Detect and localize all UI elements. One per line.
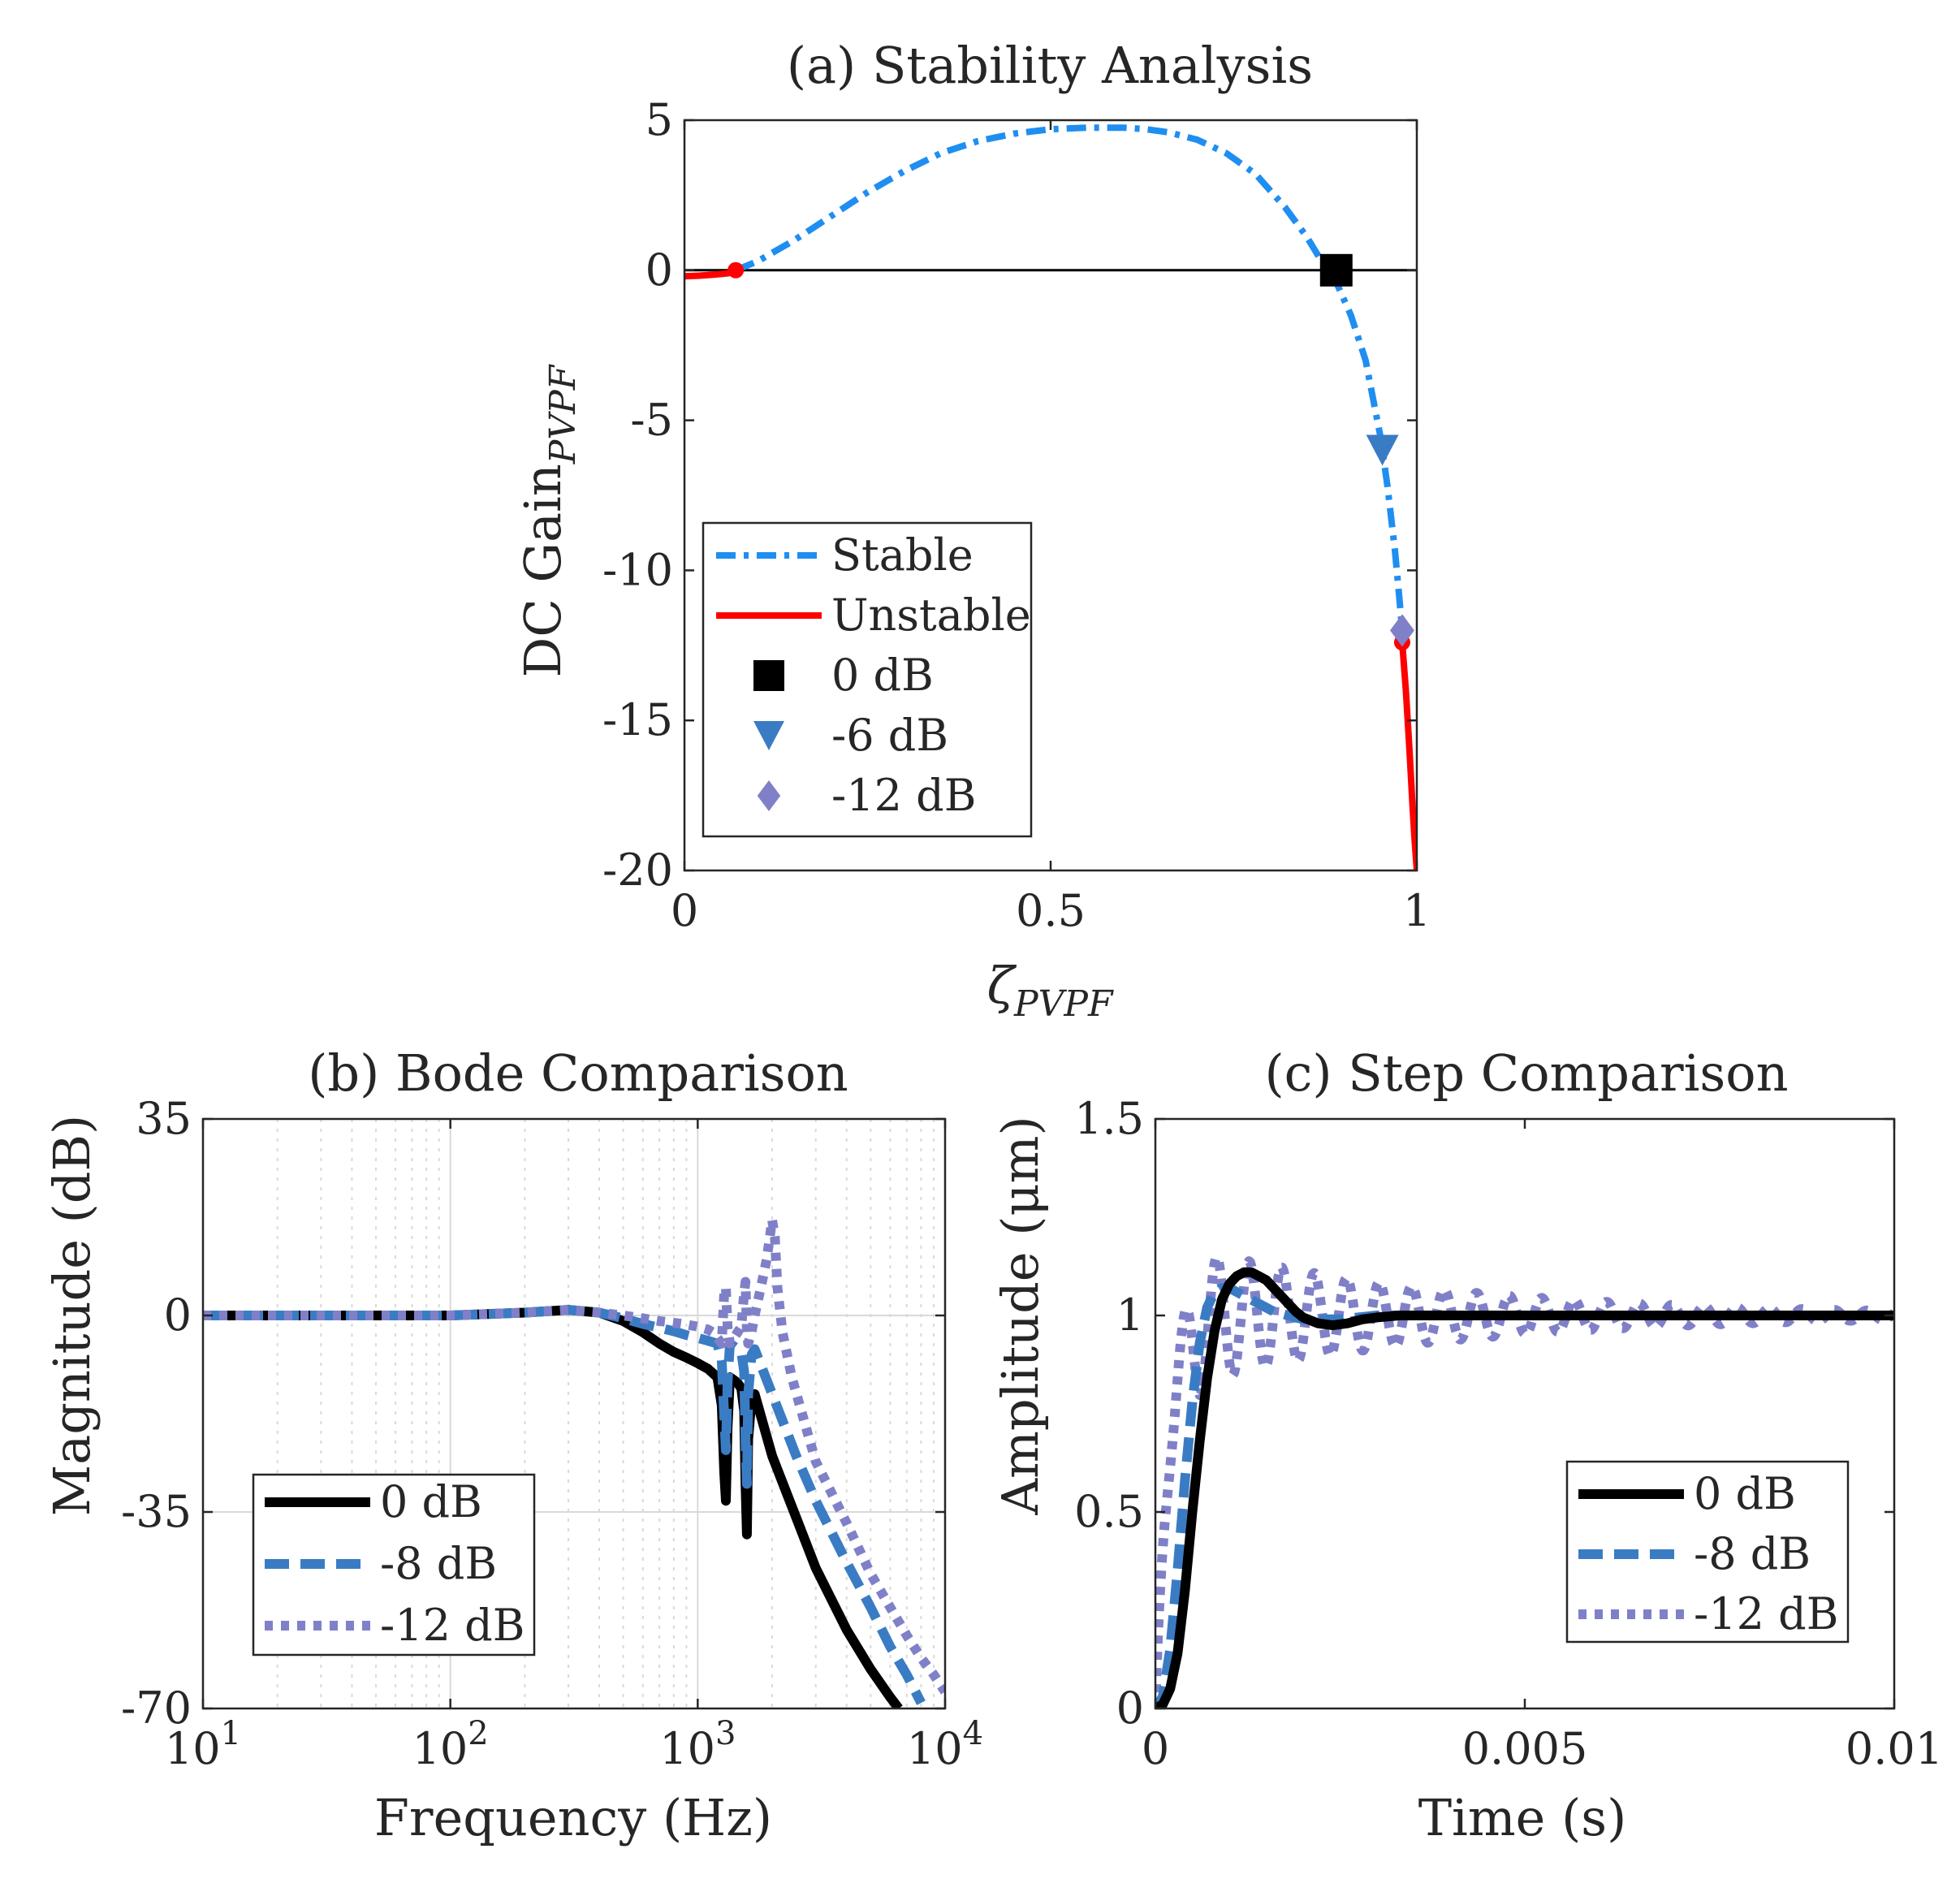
panel-a-ytick-label: -5 xyxy=(630,395,673,446)
panel-a-xtick-label: 0.5 xyxy=(1016,885,1086,936)
panel-c-legend: 0 dB -8 dB -12 dB xyxy=(1565,1460,1850,1644)
panel-a-stability-analysis: (a) Stability Analysis 50-5-10-15-20 0 0.… xyxy=(513,36,1431,1025)
panel-a-title: (a) Stability Analysis xyxy=(787,36,1313,95)
panel-a-ytick-label: -10 xyxy=(602,544,673,595)
panel-b-y-tick-labels: 35 0 -35 -70 xyxy=(121,1093,945,1734)
panel-c-ytick-label: 1 xyxy=(1116,1289,1144,1341)
panel-a-legend-marker-3 xyxy=(753,720,784,751)
panel-a-ytick-label: -20 xyxy=(602,844,673,896)
panel-c-series-0-db-0 xyxy=(1155,1267,1894,1708)
panel-b-title: (b) Bode Comparison xyxy=(308,1043,848,1103)
panel-c-x-tick-labels: 0 0.005 0.01 xyxy=(1142,1119,1943,1774)
panel-a-ytick-label: 0 xyxy=(645,244,673,296)
panel-a-marker-0-dB xyxy=(1319,253,1353,287)
panel-b-ytick-label: -70 xyxy=(121,1682,192,1734)
panel-a-series-unstable-2 xyxy=(1399,641,1417,870)
panel-a-y-axis-label: DC GainPVPF xyxy=(513,364,584,677)
panel-a-legend-label-2: 0 dB xyxy=(831,650,934,701)
panel-a-x-tick-labels: 0 0.5 1 xyxy=(671,120,1431,936)
panel-a-legend-marker-2 xyxy=(753,660,784,691)
panel-b-xtick-label: 103 xyxy=(659,1715,736,1774)
panel-c-xtick-label: 0.01 xyxy=(1846,1723,1943,1774)
panel-a-legend: Stable Unstable 0 dB -6 dB -12 dB xyxy=(702,521,1033,838)
panel-b-xtick-label: 101 xyxy=(165,1715,241,1774)
panel-b-x-tick-labels: 101 102 103 104 xyxy=(165,1119,983,1774)
panel-c-legend-label-0: 0 dB xyxy=(1694,1468,1796,1519)
panel-a-legend-label-3: -6 dB xyxy=(831,710,948,761)
panel-c-series--12-db-2 xyxy=(1155,1252,1894,1708)
panel-b-x-axis-label: Frequency (Hz) xyxy=(374,1788,772,1847)
panel-a-marker--6-dB xyxy=(1366,434,1399,466)
panel-a-xtick-label: 0 xyxy=(671,885,698,936)
panel-b-legend-label-2: -12 dB xyxy=(380,1600,525,1651)
panel-b-bode-comparison: (b) Bode Comparison 350-35-70 101 102 103 1… xyxy=(42,1043,983,1847)
panel-b-ytick-label: -35 xyxy=(121,1486,192,1537)
panel-a-legend-label-1: Unstable xyxy=(831,590,1031,641)
panel-b-axes-box xyxy=(201,1117,947,1710)
panel-c-xtick-label: 0 xyxy=(1142,1723,1169,1774)
panel-b-series--12-db-2 xyxy=(203,1215,945,1695)
panel-a-series-stable-0 xyxy=(734,124,1405,631)
panel-a-ytick-label: -15 xyxy=(602,694,673,745)
panel-c-xtick-label: 0.005 xyxy=(1462,1723,1588,1774)
panel-b-ytick-label: 0 xyxy=(164,1289,192,1341)
panel-c-legend-label-2: -12 dB xyxy=(1694,1588,1838,1639)
panel-c-ytick-label: 1.5 xyxy=(1074,1093,1144,1144)
panel-b-legend-label-0: 0 dB xyxy=(380,1476,482,1527)
panel-c-legend-label-1: -8 dB xyxy=(1694,1528,1811,1579)
panel-a-xtick-label: 1 xyxy=(1403,885,1431,936)
panel-a-x-axis-label: ζPVPF xyxy=(986,956,1114,1025)
panel-c-x-axis-label: Time (s) xyxy=(1418,1788,1627,1847)
panel-b-xtick-label: 102 xyxy=(412,1715,489,1774)
panel-a-ytick-label: 5 xyxy=(645,94,673,145)
panel-a-legend-label-4: -12 dB xyxy=(831,770,976,821)
panel-a-legend-label-0: Stable xyxy=(831,529,974,581)
panel-c-ytick-label: 0 xyxy=(1116,1682,1144,1734)
panel-a-y-tick-labels: 5 0 -5 -10 -15 -20 xyxy=(602,94,1417,896)
panel-b-xtick-label: 104 xyxy=(907,1715,983,1774)
panel-a-legend-marker-4 xyxy=(757,780,781,811)
panel-c-step-comparison: (c) Step Comparison 1.510.50 0 0.005 0.01 … xyxy=(991,1043,1943,1847)
panel-b-legend: 0 dB -8 dB -12 dB xyxy=(252,1473,536,1657)
panel-c-title: (c) Step Comparison xyxy=(1264,1043,1788,1103)
panel-a-marker--12-dB xyxy=(1389,614,1414,647)
panel-b-y-axis-label: Magnitude (dB) xyxy=(42,1115,101,1516)
panel-a-boundary-point-0 xyxy=(727,261,745,279)
panel-c-y-axis-label: Amplitude (μm) xyxy=(991,1116,1050,1515)
panel-b-legend-label-1: -8 dB xyxy=(380,1538,497,1589)
panel-c-ytick-label: 0.5 xyxy=(1074,1486,1144,1537)
panel-c-y-tick-labels: 1.5 1 0.5 0 xyxy=(1074,1093,1894,1734)
panel-b-ytick-label: 35 xyxy=(136,1093,192,1144)
